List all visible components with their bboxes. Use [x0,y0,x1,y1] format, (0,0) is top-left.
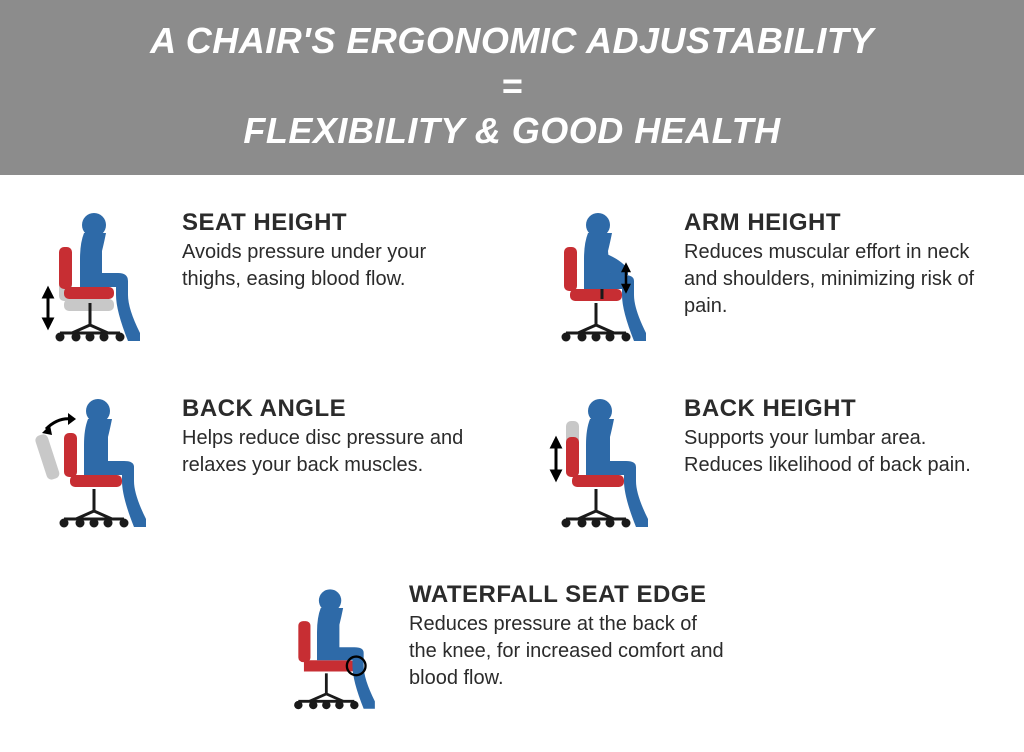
back-angle-desc: Helps reduce disc pressure and relaxes y… [182,425,482,479]
header-line2: = [0,63,1024,108]
waterfall-text: WATERFALL SEAT EDGE Reduces pressure at … [401,575,763,692]
waterfall-icon [261,575,401,725]
back-angle-text: BACK ANGLE Helps reduce disc pressure an… [174,389,498,479]
back-height-text: BACK HEIGHT Supports your lumbar area. R… [676,389,1000,479]
items-grid: SEAT HEIGHT Avoids pressure under your t… [0,175,1024,565]
item-back-height: BACK HEIGHT Supports your lumbar area. R… [512,379,1014,565]
arm-height-desc: Reduces muscular effort in neck and shou… [684,239,984,320]
seat-height-desc: Avoids pressure under your thighs, easin… [182,239,482,293]
seat-height-title: SEAT HEIGHT [182,209,498,239]
back-angle-icon [24,389,174,539]
arm-height-text: ARM HEIGHT Reduces muscular effort in ne… [676,203,1000,320]
header-line1: A CHAIR'S ERGONOMIC ADJUSTABILITY [0,18,1024,63]
back-height-desc: Supports your lumbar area. Reduces likel… [684,425,984,479]
item-waterfall-seat-edge: WATERFALL SEAT EDGE Reduces pressure at … [247,565,777,735]
back-height-icon [526,389,676,539]
seat-height-icon [24,203,174,353]
seat-height-text: SEAT HEIGHT Avoids pressure under your t… [174,203,498,293]
item-back-angle: BACK ANGLE Helps reduce disc pressure an… [10,379,512,565]
item-arm-height: ARM HEIGHT Reduces muscular effort in ne… [512,193,1014,379]
waterfall-title: WATERFALL SEAT EDGE [409,581,763,611]
header-banner: A CHAIR'S ERGONOMIC ADJUSTABILITY = FLEX… [0,0,1024,175]
bottom-row: WATERFALL SEAT EDGE Reduces pressure at … [0,565,1024,735]
back-angle-title: BACK ANGLE [182,395,498,425]
header-line3: FLEXIBILITY & GOOD HEALTH [0,108,1024,153]
arm-height-icon [526,203,676,353]
back-height-title: BACK HEIGHT [684,395,1000,425]
item-seat-height: SEAT HEIGHT Avoids pressure under your t… [10,193,512,379]
waterfall-desc: Reduces pressure at the back of the knee… [409,611,729,692]
arm-height-title: ARM HEIGHT [684,209,1000,239]
